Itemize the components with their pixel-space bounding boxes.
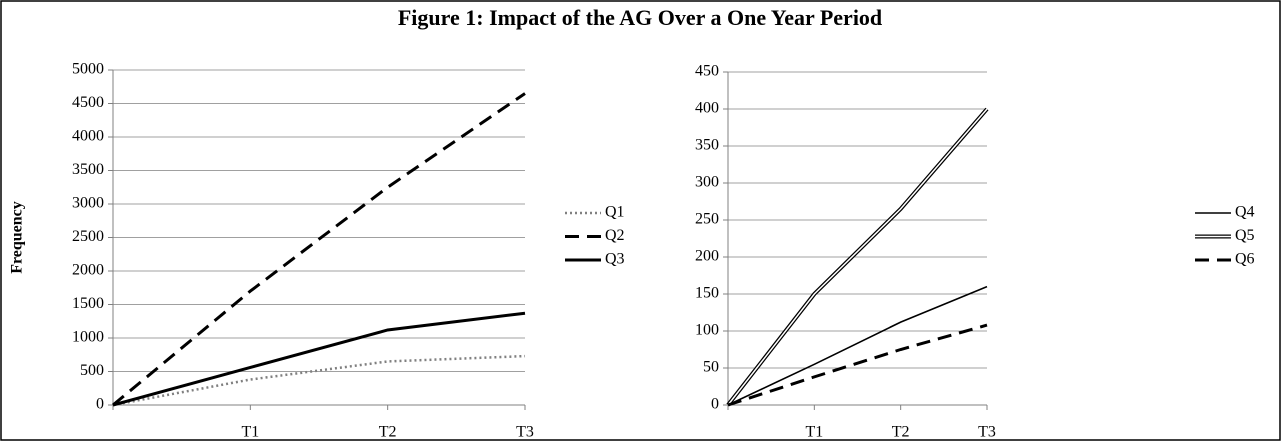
y-tick-label: 200 bbox=[695, 248, 719, 265]
x-tick-label: T3 bbox=[978, 424, 996, 441]
series-line bbox=[112, 92, 526, 407]
y-tick-label: 5000 bbox=[72, 61, 104, 78]
x-tick-label: T2 bbox=[892, 424, 910, 441]
y-tick-label: 1000 bbox=[72, 329, 104, 346]
y-tick-label: 3000 bbox=[72, 195, 104, 212]
legend-label: Q2 bbox=[605, 227, 625, 244]
legend-label: Q5 bbox=[1235, 227, 1255, 244]
series-line bbox=[112, 354, 526, 407]
y-tick-label: 150 bbox=[695, 285, 719, 302]
y-tick-label: 50 bbox=[703, 359, 719, 376]
legend-label: Q6 bbox=[1235, 251, 1255, 268]
y-tick-label: 1500 bbox=[72, 295, 104, 312]
y-tick-label: 2000 bbox=[72, 262, 104, 279]
y-tick-label: 400 bbox=[695, 100, 719, 117]
legend-label: Q3 bbox=[605, 251, 625, 268]
legend-label: Q1 bbox=[605, 204, 625, 221]
series-line bbox=[727, 323, 988, 407]
x-tick-label: T1 bbox=[805, 424, 823, 441]
series-line bbox=[727, 285, 988, 406]
y-axis-label: Frequency bbox=[9, 201, 26, 274]
y-tick-label: 4500 bbox=[72, 94, 104, 111]
legend-label: Q4 bbox=[1235, 204, 1255, 221]
y-tick-label: 500 bbox=[80, 362, 104, 379]
y-tick-label: 0 bbox=[96, 396, 104, 413]
series-line-inner bbox=[727, 108, 988, 406]
y-tick-label: 100 bbox=[695, 322, 719, 339]
y-tick-label: 4000 bbox=[72, 128, 104, 145]
y-tick-label: 350 bbox=[695, 137, 719, 154]
figure-title: Figure 1: Impact of the AG Over a One Ye… bbox=[398, 5, 882, 30]
y-tick-label: 3500 bbox=[72, 161, 104, 178]
y-tick-label: 250 bbox=[695, 211, 719, 228]
y-tick-label: 2500 bbox=[72, 228, 104, 245]
x-tick-label: T3 bbox=[516, 424, 534, 441]
x-tick-label: T1 bbox=[241, 424, 259, 441]
series-line bbox=[112, 311, 526, 407]
y-tick-label: 300 bbox=[695, 174, 719, 191]
y-tick-label: 0 bbox=[711, 396, 719, 413]
y-tick-label: 450 bbox=[695, 63, 719, 80]
x-tick-label: T2 bbox=[379, 424, 397, 441]
